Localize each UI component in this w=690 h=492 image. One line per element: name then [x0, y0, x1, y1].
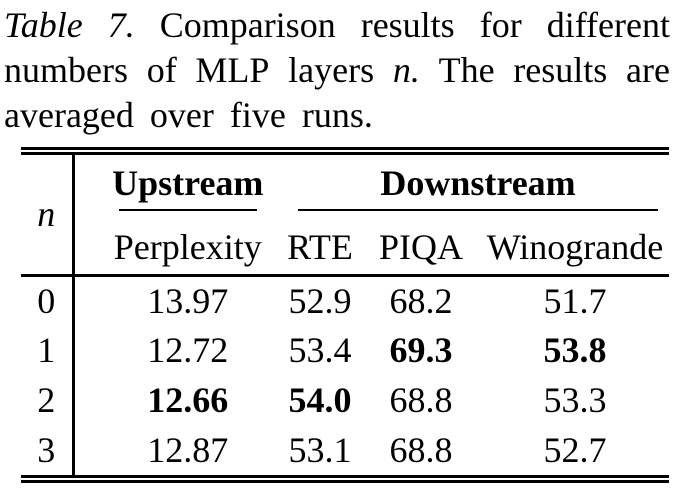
caption-word: over	[149, 95, 214, 135]
cell-value: 53.1	[288, 430, 352, 470]
caption-word: averaged	[4, 95, 134, 135]
caption-word: are	[625, 50, 670, 90]
cell-n: 3	[21, 425, 75, 475]
vline-gap	[91, 211, 97, 223]
caption-word: runs.	[301, 95, 373, 135]
col-header-perplexity: Perplexity	[73, 221, 273, 277]
caption-word: 7.	[107, 5, 135, 45]
cell-n: 1	[21, 325, 75, 375]
cell-value: 13.97	[147, 280, 229, 321]
caption-word: for	[479, 5, 522, 45]
cell-value: 68.8	[389, 380, 453, 420]
cell-value: 12.66	[147, 380, 229, 420]
cell-value: 69.3	[389, 330, 453, 370]
caption-word: results	[360, 5, 455, 45]
cell-value: 52.7	[543, 430, 607, 470]
caption-word: Table	[4, 5, 83, 45]
group-header-row: n Upstream Downstream	[21, 155, 669, 277]
cell-value: 12.87	[147, 430, 229, 470]
group-header-downstream: Downstream	[273, 155, 669, 221]
cell-n: 0	[21, 275, 75, 325]
group-header-upstream: Upstream	[73, 155, 273, 221]
col-header-rte: RTE	[273, 221, 367, 277]
caption-word: results	[513, 50, 608, 90]
cell-value: 53.3	[543, 380, 607, 420]
col-header-winogrande: Winogrande	[475, 221, 670, 277]
caption-word: The	[438, 50, 495, 90]
caption-word: numbers	[4, 50, 128, 90]
caption-line-1: Table 7. Comparison results for different	[4, 3, 670, 48]
caption-word: of	[146, 50, 177, 90]
downstream-label: Downstream	[380, 163, 576, 203]
comparison-table: n Upstream Downstream Perplexity RTE PIQ…	[21, 155, 670, 475]
cell-value: 53.8	[543, 330, 607, 370]
table-caption: Table 7. Comparison results for different num…	[4, 3, 670, 138]
cell-value: 52.9	[288, 280, 352, 321]
caption-word: MLP	[195, 50, 270, 90]
vline-gap-bottom	[91, 469, 97, 475]
cell-value: 53.4	[288, 330, 352, 370]
caption-line-2: numbers of MLP layers n. The results are	[4, 48, 670, 93]
cell-n: 2	[21, 375, 75, 425]
table-row: 3 12.87 53.1 68.8 52.7	[21, 425, 669, 475]
caption-word: Comparison	[159, 5, 336, 45]
cell-value: 51.7	[543, 280, 607, 321]
column-header-row: Perplexity RTE PIQA Winogrande	[21, 221, 670, 277]
cell-value: 68.8	[389, 430, 453, 470]
table-row: 1 12.72 53.4 69.3 53.8	[21, 325, 669, 375]
caption-word: n.	[392, 50, 420, 90]
caption-line-3: averaged over five runs.	[4, 93, 670, 138]
upstream-underline	[118, 209, 257, 211]
table-row: 2 12.66 54.0 68.8 53.3	[21, 375, 669, 425]
table-row: 0 13.97 52.9 68.2 51.7	[21, 275, 669, 325]
results-table: n Upstream Downstream Perplexity RTE PIQ…	[21, 147, 670, 483]
cell-value: 68.2	[389, 280, 453, 321]
top-rule	[21, 147, 669, 155]
caption-word: five	[229, 95, 286, 135]
caption-word: different	[546, 5, 670, 45]
cell-value: 12.72	[147, 330, 229, 370]
caption-word: layers	[288, 50, 375, 90]
downstream-underline	[298, 209, 659, 211]
col-header-piqa: PIQA	[367, 221, 475, 277]
bottom-rule	[21, 475, 669, 483]
cell-value: 54.0	[288, 380, 352, 420]
upstream-label: Upstream	[112, 163, 264, 203]
col-header-n: n	[21, 155, 75, 277]
